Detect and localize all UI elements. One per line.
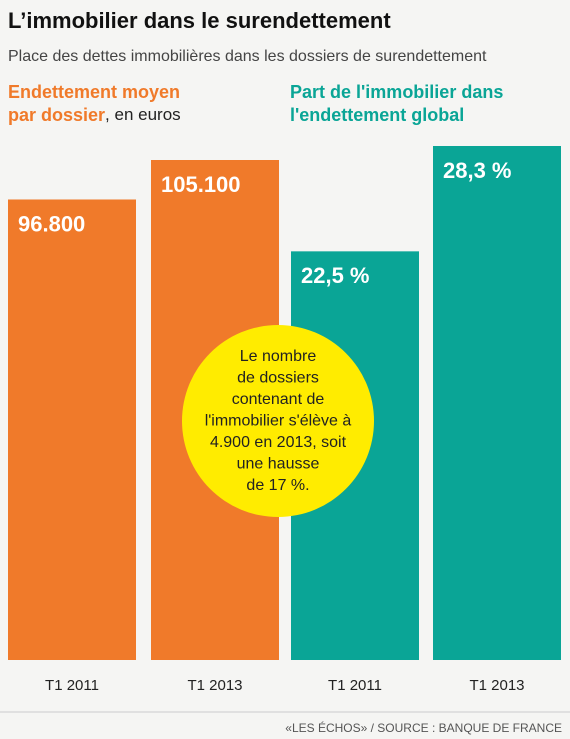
value-label: 105.100 [161, 172, 241, 197]
chart-title-line: Part de l'immobilier dans [290, 82, 503, 102]
note-text: de 17 %. [246, 477, 309, 494]
x-tick-label: T1 2011 [328, 677, 382, 694]
note-text: de dossiers [237, 370, 319, 387]
value-label: 22,5 % [301, 263, 370, 288]
chart-title: Part de l'immobilier dans [290, 82, 503, 102]
note-text: l'immobilier s'élève à [205, 413, 352, 430]
note-text: contenant de [232, 391, 325, 408]
value-label: 96.800 [18, 211, 85, 236]
chart-title: par dossier, en euros [8, 105, 181, 125]
chart-title: Endettement moyen [8, 82, 180, 102]
page-title: L’immobilier dans le surendettement [8, 8, 391, 33]
note-text: 4.900 en 2013, soit [210, 434, 347, 451]
note-text: une hausse [237, 456, 320, 473]
x-tick-label: T1 2013 [469, 677, 524, 694]
chart-unit: , en euros [105, 105, 181, 124]
x-tick-label: T1 2013 [187, 677, 242, 694]
note-bubble [182, 325, 374, 517]
page-subtitle: Place des dettes immobilières dans les d… [8, 48, 487, 65]
source: «LES ÉCHOS» / SOURCE : BANQUE DE FRANCE [285, 720, 562, 735]
bar [8, 199, 136, 660]
x-tick-label: T1 2011 [45, 677, 99, 694]
chart-title-line: par dossier [8, 105, 105, 125]
note-text: Le nombre [240, 348, 317, 365]
chart-title: l'endettement global [290, 105, 464, 125]
chart-title-line: Endettement moyen [8, 82, 180, 102]
value-label: 28,3 % [443, 158, 512, 183]
chart-title-line: l'endettement global [290, 105, 464, 125]
bar [433, 146, 561, 660]
